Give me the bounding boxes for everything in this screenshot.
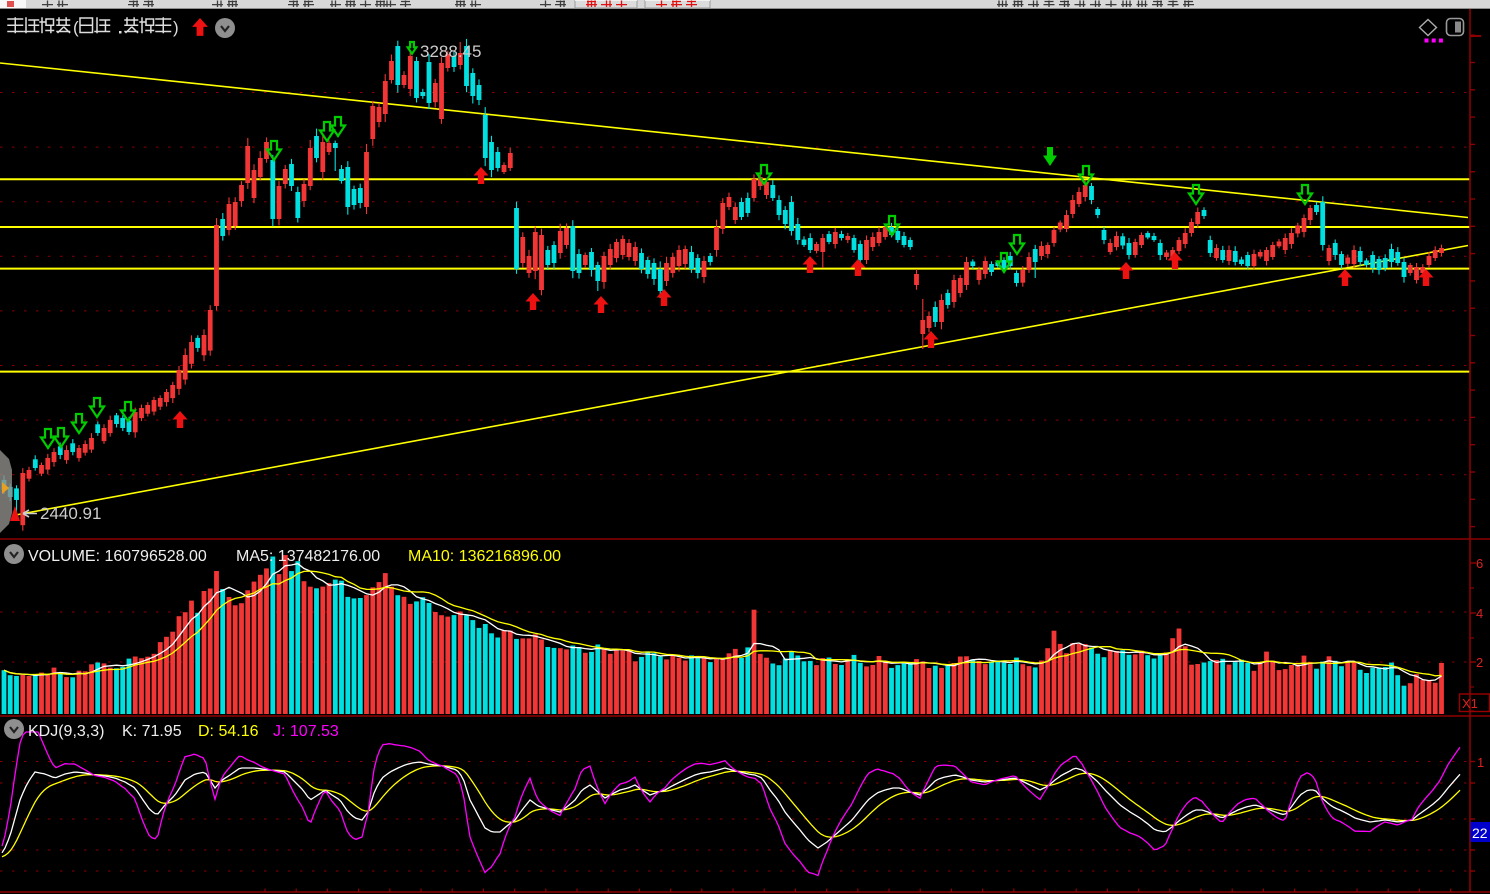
svg-text:D: 54.16: D: 54.16: [198, 723, 259, 740]
svg-text:3288.45: 3288.45: [420, 42, 481, 61]
svg-text:MA10: 136216896.00: MA10: 136216896.00: [408, 548, 561, 565]
svg-text:6: 6: [1476, 556, 1483, 571]
svg-text:22: 22: [1472, 825, 1488, 841]
svg-text:VOLUME: 160796528.00: VOLUME: 160796528.00: [28, 548, 207, 565]
svg-text:J: 107.53: J: 107.53: [273, 723, 339, 740]
svg-text:X1: X1: [1462, 696, 1478, 711]
svg-text:4: 4: [1476, 606, 1483, 621]
svg-text:): ): [173, 18, 179, 37]
svg-text:2: 2: [1476, 655, 1483, 670]
svg-text:2440.91: 2440.91: [40, 504, 101, 523]
svg-text:(: (: [73, 18, 79, 37]
svg-text:KDJ(9,3,3): KDJ(9,3,3): [28, 723, 104, 740]
svg-text:1: 1: [1477, 755, 1484, 770]
svg-text:MA5: 137482176.00: MA5: 137482176.00: [236, 548, 380, 565]
svg-text:K: 71.95: K: 71.95: [122, 723, 182, 740]
